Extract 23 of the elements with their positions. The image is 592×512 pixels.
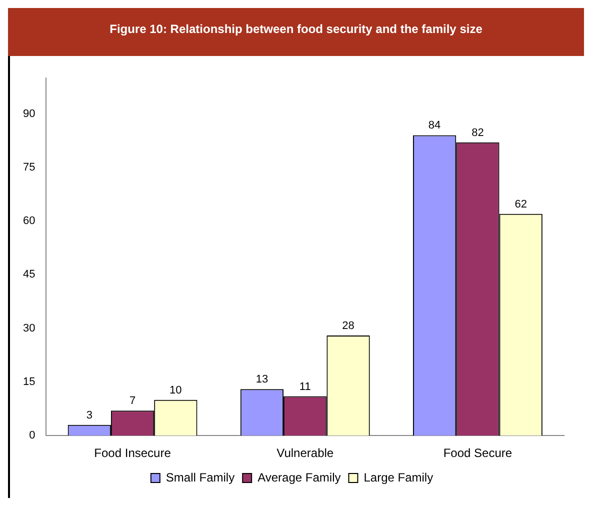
- data-label: 82: [472, 126, 484, 139]
- data-label: 28: [342, 320, 354, 332]
- y-tick-label: 45: [22, 268, 36, 281]
- y-tick-label: 30: [22, 322, 36, 334]
- x-tick-label: Food Insecure: [94, 446, 172, 460]
- data-label: 11: [299, 380, 311, 393]
- legend-label: Large Family: [364, 470, 434, 484]
- data-label: 62: [514, 198, 527, 210]
- y-tick-label: 15: [22, 376, 36, 388]
- y-tick-label: 75: [22, 161, 36, 174]
- chart-title: Figure 10: Relationship between food security and the family size: [8, 8, 584, 56]
- data-label: 13: [256, 374, 268, 386]
- data-label: 84: [428, 120, 441, 132]
- data-label: 3: [86, 409, 92, 422]
- legend-label: Small Family: [166, 470, 235, 484]
- y-tick-label: 90: [22, 108, 36, 120]
- x-tick-label: Food Secure: [443, 446, 512, 460]
- data-label: 7: [129, 395, 136, 408]
- y-tick-label: 60: [22, 215, 36, 228]
- y-tick-label: 0: [29, 430, 36, 442]
- x-tick-label: Vulnerable: [276, 446, 334, 460]
- legend-label: Average Family: [258, 470, 341, 484]
- data-label: 10: [170, 384, 182, 396]
